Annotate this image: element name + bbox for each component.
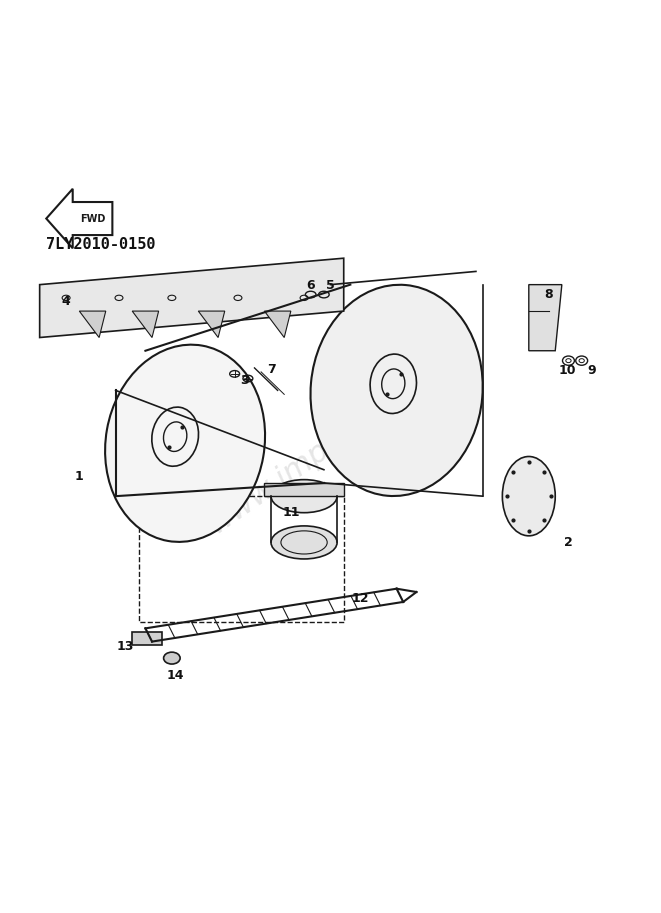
Ellipse shape [164,652,180,664]
Text: 9: 9 [587,364,596,377]
Polygon shape [132,632,162,645]
Text: FWD: FWD [80,214,105,224]
Text: 3: 3 [240,374,249,387]
Ellipse shape [271,526,337,559]
Ellipse shape [311,285,483,496]
Text: 6: 6 [306,279,315,292]
Polygon shape [40,258,344,338]
Polygon shape [79,311,106,338]
Text: 10: 10 [559,364,576,377]
Text: 1: 1 [75,470,84,483]
Text: 5: 5 [326,279,335,292]
Text: 13: 13 [117,640,134,653]
Polygon shape [46,189,112,248]
Text: 2: 2 [564,536,573,549]
Polygon shape [264,483,344,496]
Text: 8: 8 [544,289,553,301]
Ellipse shape [105,345,265,542]
Polygon shape [132,311,159,338]
Ellipse shape [502,456,555,536]
Polygon shape [264,311,291,338]
Text: 7: 7 [266,362,276,376]
Text: 4: 4 [61,295,71,308]
Ellipse shape [271,479,337,513]
Polygon shape [529,285,562,351]
Text: 12: 12 [352,593,369,605]
Polygon shape [198,311,225,338]
Text: www.impex-jp.com: www.impex-jp.com [203,348,458,539]
Text: 7LY2010-0150: 7LY2010-0150 [46,237,156,253]
Text: 14: 14 [167,669,184,682]
Text: 11: 11 [282,506,299,519]
